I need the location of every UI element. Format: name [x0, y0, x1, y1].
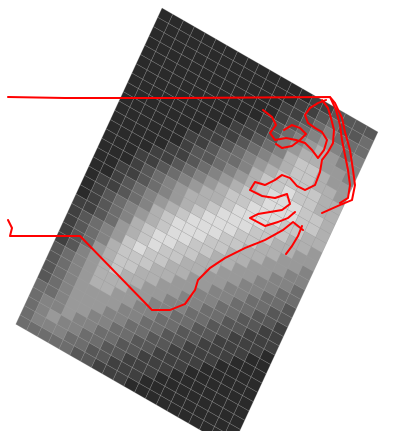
barrier-island-line	[329, 96, 351, 204]
boundary-lines	[7, 96, 356, 311]
estuary-line	[275, 124, 307, 149]
grid-cell	[214, 416, 230, 431]
sound-shoreline	[262, 99, 328, 159]
coastline	[249, 99, 335, 227]
border-line	[7, 219, 304, 311]
grid-cell	[199, 420, 215, 431]
state-boundary-line	[7, 96, 356, 214]
grid-cell	[225, 423, 241, 431]
raster-grid	[15, 7, 379, 431]
inlet-line	[285, 225, 303, 255]
